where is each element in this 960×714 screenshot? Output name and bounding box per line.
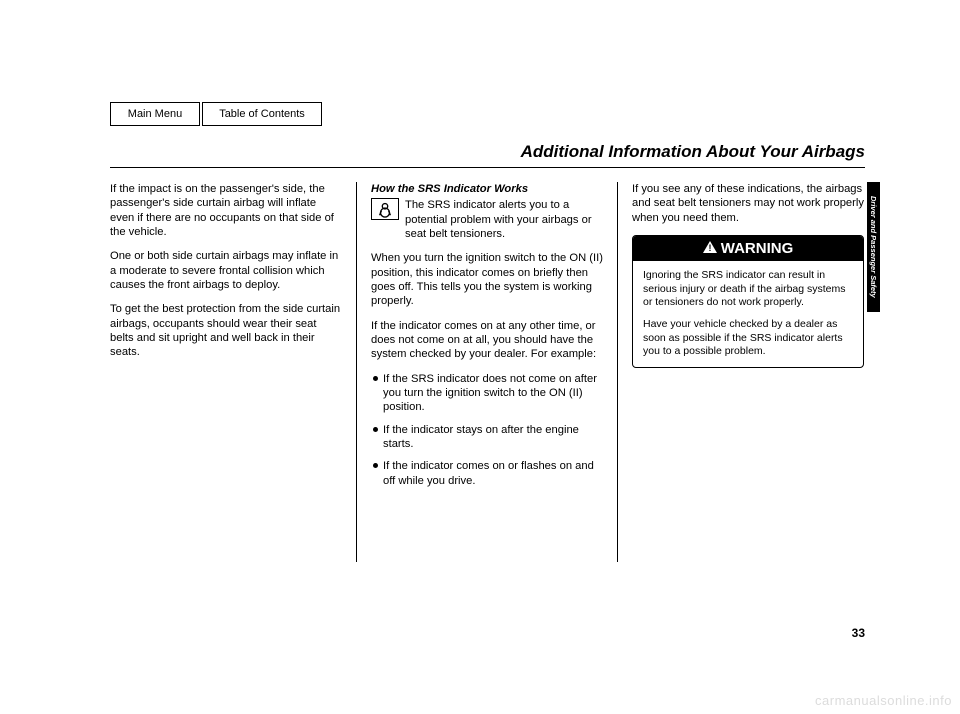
- column-3: If you see any of these indications, the…: [632, 182, 864, 562]
- col2-intro: The SRS indicator alerts you to a potent…: [405, 198, 603, 241]
- divider-1: [356, 182, 357, 562]
- page-title: Additional Information About Your Airbag…: [521, 142, 865, 162]
- warning-body: Ignoring the SRS indicator can result in…: [633, 261, 863, 367]
- warning-header: ! WARNING: [633, 236, 863, 261]
- warning-label: WARNING: [721, 239, 794, 258]
- watermark: carmanualsonline.info: [815, 693, 952, 708]
- column-2: How the SRS Indicator Works The SRS indi…: [371, 182, 603, 562]
- manual-page: Main Menu Table of Contents Additional I…: [110, 80, 880, 640]
- col2-bullets: If the SRS indicator does not come on af…: [371, 372, 603, 488]
- column-1: If the impact is on the passenger's side…: [110, 182, 342, 562]
- srs-intro-row: The SRS indicator alerts you to a potent…: [371, 198, 603, 241]
- warning-box: ! WARNING Ignoring the SRS indicator can…: [632, 235, 864, 368]
- col1-p2: One or both side curtain airbags may inf…: [110, 249, 342, 292]
- col2-p2: When you turn the ignition switch to the…: [371, 251, 603, 308]
- col2-bullet-3: If the indicator comes on or flashes on …: [371, 459, 603, 488]
- title-rule: [110, 167, 865, 168]
- section-tab: Driver and Passenger Safety: [867, 182, 880, 312]
- warning-triangle-icon: !: [703, 239, 717, 258]
- warning-p2: Have your vehicle checked by a dealer as…: [643, 318, 853, 359]
- col2-bullet-2: If the indicator stays on after the engi…: [371, 423, 603, 452]
- nav-buttons: Main Menu Table of Contents: [110, 102, 322, 126]
- col1-p3: To get the best protection from the side…: [110, 302, 342, 359]
- col2-heading: How the SRS Indicator Works: [371, 182, 603, 196]
- svg-text:!: !: [708, 243, 711, 253]
- main-menu-button[interactable]: Main Menu: [110, 102, 200, 126]
- page-number: 33: [852, 626, 865, 640]
- col3-p1: If you see any of these indications, the…: [632, 182, 864, 225]
- col1-p1: If the impact is on the passenger's side…: [110, 182, 342, 239]
- content-columns: If the impact is on the passenger's side…: [110, 182, 865, 562]
- warning-p1: Ignoring the SRS indicator can result in…: [643, 269, 853, 310]
- toc-button[interactable]: Table of Contents: [202, 102, 322, 126]
- divider-2: [617, 182, 618, 562]
- col2-bullet-1: If the SRS indicator does not come on af…: [371, 372, 603, 415]
- col2-p3: If the indicator comes on at any other t…: [371, 319, 603, 362]
- srs-indicator-icon: [371, 198, 399, 220]
